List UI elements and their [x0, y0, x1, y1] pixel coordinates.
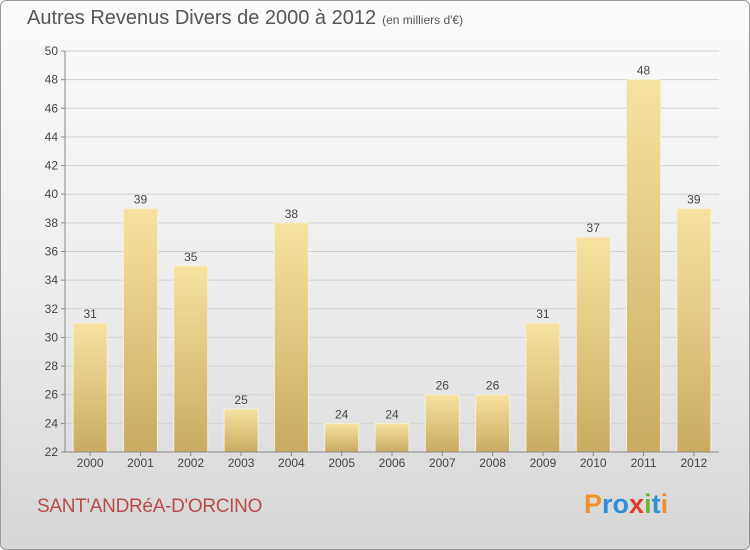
- bar: [626, 79, 662, 453]
- y-tick-label: 30: [45, 330, 59, 344]
- bar: [525, 322, 561, 453]
- bars: 31 39 35 25 38 24 24 26 26 31 37 48 39: [72, 64, 712, 453]
- bar: [575, 236, 611, 453]
- grid-lines: [65, 50, 719, 453]
- y-tick-label: 44: [45, 130, 59, 144]
- proxiti-logo[interactable]: Proxiti: [584, 489, 668, 520]
- y-tick-label: 26: [45, 388, 59, 402]
- logo-letter: x: [629, 489, 645, 519]
- x-tick-label: 2001: [127, 456, 154, 470]
- bar: [424, 394, 460, 453]
- y-tick-label: 36: [45, 245, 59, 259]
- data-label: 26: [436, 379, 450, 393]
- x-tick-label: 2006: [379, 456, 406, 470]
- y-axis: 22 24 26 28 30 32 34 36 38 40 42 44 46 48 50: [45, 44, 66, 459]
- logo-letter: P: [584, 489, 603, 519]
- x-tick-label: 2008: [479, 456, 506, 470]
- logo-letter: i: [660, 489, 669, 519]
- x-axis: 2000 2001 2002 2003 2004 2005 2006 2007 2008 2009…: [65, 451, 719, 470]
- x-tick-label: 2003: [228, 456, 255, 470]
- y-tick-label: 28: [45, 359, 59, 373]
- logo-letter: t: [651, 489, 661, 519]
- data-label: 26: [486, 379, 500, 393]
- y-tick-label: 34: [45, 273, 59, 287]
- x-tick-label: 2002: [177, 456, 204, 470]
- data-label: 48: [637, 64, 651, 78]
- x-tick-label: 2007: [429, 456, 456, 470]
- data-label: 24: [335, 407, 349, 421]
- x-tick-label: 2010: [580, 456, 607, 470]
- y-tick-label: 38: [45, 216, 59, 230]
- logo-letter: i: [644, 489, 652, 519]
- bar: [273, 222, 309, 453]
- logo-letter: r: [602, 489, 613, 519]
- y-tick-label: 32: [45, 302, 59, 316]
- x-tick-label: 2012: [680, 456, 707, 470]
- x-tick-label: 2011: [631, 456, 657, 470]
- bar: [72, 322, 108, 453]
- data-label: 25: [234, 393, 248, 407]
- chart-title: Autres Revenus Divers de 2000 à 2012 (en …: [27, 7, 463, 30]
- y-tick-label: 46: [45, 101, 59, 115]
- data-label: 24: [385, 407, 399, 421]
- y-tick-label: 24: [45, 416, 59, 430]
- bar: [122, 208, 158, 453]
- bar: [223, 408, 259, 453]
- logo-letter: o: [612, 489, 630, 519]
- bar: [173, 265, 209, 453]
- x-tick-label: 2009: [530, 456, 557, 470]
- y-tick-label: 48: [45, 73, 59, 87]
- data-label: 35: [184, 250, 198, 264]
- data-label: 37: [587, 221, 601, 235]
- data-label: 31: [536, 307, 550, 321]
- data-label: 39: [687, 193, 701, 207]
- data-label: 31: [83, 307, 97, 321]
- x-tick-label: 2005: [328, 456, 355, 470]
- bar: [475, 394, 511, 453]
- y-tick-label: 40: [45, 187, 59, 201]
- data-label: 38: [285, 207, 299, 221]
- chart-title-text: Autres Revenus Divers de 2000 à 2012: [27, 7, 377, 29]
- bar: [374, 422, 410, 453]
- data-label: 39: [134, 193, 148, 207]
- x-tick-label: 2000: [77, 456, 104, 470]
- chart-unit: (en milliers d'€): [382, 13, 464, 27]
- y-tick-label: 42: [45, 159, 59, 173]
- y-tick-label: 50: [45, 44, 59, 58]
- place-name: SANT'ANDRéA-D'ORCINO: [37, 496, 263, 517]
- y-tick-label: 22: [45, 445, 59, 459]
- x-tick-label: 2004: [278, 456, 305, 470]
- bar: [676, 208, 712, 453]
- bar: [324, 422, 360, 453]
